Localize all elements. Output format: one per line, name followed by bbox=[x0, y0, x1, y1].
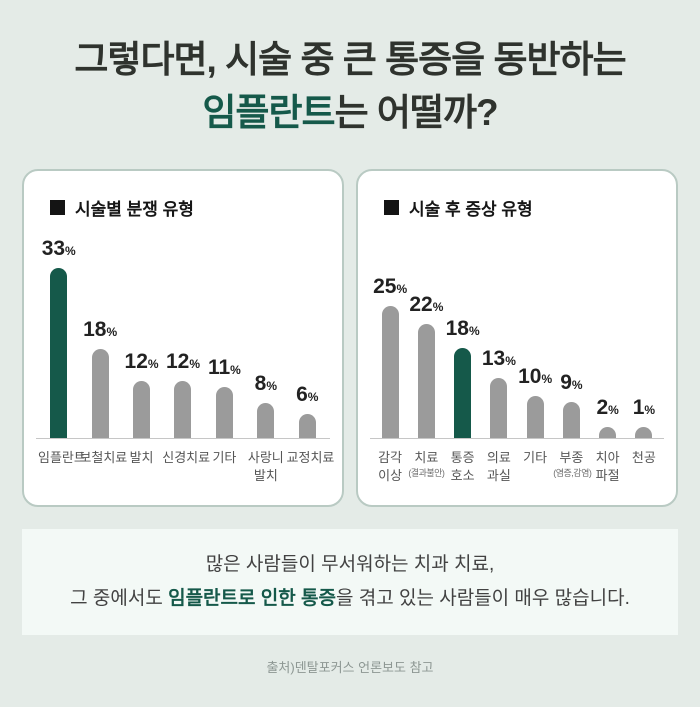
bar-value-label: 25% bbox=[373, 275, 408, 299]
bar-value-label: 12% bbox=[165, 350, 200, 374]
bar bbox=[599, 427, 617, 439]
bar-value-label: 1% bbox=[632, 396, 656, 420]
category-label: 신경치료 bbox=[162, 450, 211, 466]
source-note: 출처)덴탈포커스 언론보도 참고 bbox=[266, 660, 434, 676]
bar-column: 33% bbox=[38, 237, 79, 439]
category-label: 기타 bbox=[523, 450, 548, 466]
summary-line-2-prefix: 그 중에서도 bbox=[70, 588, 169, 610]
chart-card-dispute-types: 시술별 분쟁 유형 33% 18% 12% 12% 11% 8% 6% 임플란트 보철치료 발치… bbox=[22, 169, 344, 508]
bar-column: 12% bbox=[121, 350, 162, 439]
summary-line-2: 그 중에서도 임플란트로 인한 통증을 겪고 있는 사람들이 매우 많습니다. bbox=[22, 583, 678, 615]
category-sublabel: (결과불안) bbox=[408, 468, 445, 479]
bar-column: 18% bbox=[445, 317, 481, 439]
bar-highlight bbox=[454, 348, 472, 439]
bar bbox=[174, 381, 192, 439]
chart-title-text: 시술별 분쟁 유형 bbox=[75, 200, 194, 220]
title-line-1: 그렇다면, 시술 중 큰 통증을 동반하는 bbox=[74, 39, 626, 80]
bar-column: 9% bbox=[553, 371, 589, 439]
bar-column: 12% bbox=[162, 350, 203, 439]
bar bbox=[562, 402, 580, 439]
category-label: 보철치료 bbox=[79, 450, 128, 466]
title-accent-word: 임플란트 bbox=[202, 91, 335, 133]
bar-value-label: 22% bbox=[409, 293, 444, 317]
square-bullet-icon bbox=[50, 200, 65, 216]
bar-column: 10% bbox=[517, 365, 553, 439]
page-title: 그렇다면, 시술 중 큰 통증을 동반하는 임플란트는 어떨까? bbox=[0, 0, 700, 139]
summary-highlight: 임플란트로 인한 통증 bbox=[168, 588, 336, 610]
category-label: 사랑니 발치 bbox=[247, 450, 284, 484]
bar-plot: 25% 22% 18% 13% 10% 9% 2% 1% bbox=[370, 234, 664, 440]
bar-value-label: 9% bbox=[560, 371, 583, 395]
bar-value-label: 33% bbox=[41, 237, 76, 261]
bar bbox=[526, 396, 544, 439]
category-label: 교정치료 bbox=[286, 450, 335, 466]
bar-highlight bbox=[50, 268, 68, 439]
bar-column: 6% bbox=[287, 383, 328, 439]
summary-box: 많은 사람들이 무서워하는 치과 치료, 그 중에서도 임플란트로 인한 통증을… bbox=[22, 529, 678, 636]
bar-value-label: 6% bbox=[296, 383, 319, 407]
category-label: 치료 (결과불안) bbox=[408, 450, 445, 479]
bar-column: 2% bbox=[590, 396, 626, 439]
bar bbox=[635, 427, 653, 439]
bar-column: 13% bbox=[481, 347, 517, 439]
chart-title: 시술별 분쟁 유형 bbox=[36, 195, 330, 220]
chart-title: 시술 후 증상 유형 bbox=[370, 195, 664, 220]
bar bbox=[298, 414, 316, 439]
bar bbox=[91, 349, 109, 439]
category-labels: 감각 이상 치료 (결과불안) 통증 호소 의료 과실 기타 부종 (염증,감염) 치아 파절 천공 bbox=[370, 439, 664, 485]
bar bbox=[490, 378, 508, 439]
category-label: 감각 이상 bbox=[378, 450, 403, 484]
bar bbox=[417, 324, 435, 439]
bar-column: 1% bbox=[626, 396, 662, 439]
category-label: 발치 bbox=[129, 450, 154, 466]
category-label: 통증 호소 bbox=[450, 450, 475, 484]
category-label: 임플란트 bbox=[38, 450, 86, 466]
category-label: 의료 과실 bbox=[486, 450, 511, 484]
title-line-2: 임플란트는 어떨까? bbox=[0, 87, 700, 140]
bar bbox=[133, 381, 151, 439]
chart-title-text: 시술 후 증상 유형 bbox=[409, 200, 533, 220]
bar bbox=[257, 403, 275, 439]
bar-value-label: 18% bbox=[83, 318, 118, 342]
bar-plot: 33% 18% 12% 12% 11% 8% 6% bbox=[36, 234, 330, 440]
category-labels: 임플란트 보철치료 발치 신경치료 기타 사랑니 발치 교정치료 bbox=[36, 439, 335, 485]
category-label: 부종 (염증,감염) bbox=[553, 450, 592, 479]
category-label: 천공 bbox=[631, 450, 656, 466]
bar-value-label: 11% bbox=[207, 356, 241, 380]
summary-line-2-suffix: 을 겪고 있는 사람들이 매우 많습니다. bbox=[335, 588, 630, 610]
category-label: 치아 파절 bbox=[595, 450, 620, 484]
charts-row: 시술별 분쟁 유형 33% 18% 12% 12% 11% 8% 6% 임플란트 보철치료 발치… bbox=[0, 169, 700, 508]
bar-value-label: 18% bbox=[445, 317, 480, 341]
bar-value-label: 13% bbox=[481, 347, 516, 371]
summary-line-1: 많은 사람들이 무서워하는 치과 치료, bbox=[205, 553, 495, 575]
bar bbox=[381, 306, 399, 439]
bar-value-label: 12% bbox=[124, 350, 159, 374]
bar bbox=[215, 387, 233, 439]
bar-column: 18% bbox=[79, 318, 120, 439]
bar-column: 11% bbox=[204, 356, 245, 439]
bar-column: 22% bbox=[408, 293, 444, 439]
bar-column: 8% bbox=[245, 372, 286, 439]
category-sublabel: (염증,감염) bbox=[553, 468, 592, 479]
chart-card-symptom-types: 시술 후 증상 유형 25% 22% 18% 13% 10% 9% 2% 1% 감각 이상 치료(… bbox=[356, 169, 678, 508]
bar-value-label: 8% bbox=[254, 372, 277, 396]
bar-value-label: 10% bbox=[518, 365, 553, 389]
title-line-2-rest: 는 어떨까? bbox=[334, 91, 499, 133]
bar-value-label: 2% bbox=[596, 396, 619, 420]
category-label: 기타 bbox=[212, 450, 237, 466]
bar-column: 25% bbox=[372, 275, 408, 439]
square-bullet-icon bbox=[384, 200, 399, 216]
